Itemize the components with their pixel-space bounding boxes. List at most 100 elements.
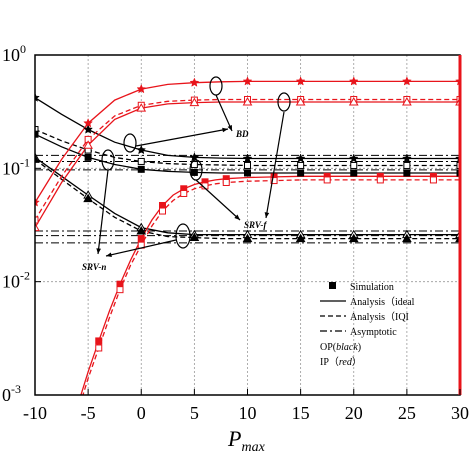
data-point-op bbox=[348, 233, 359, 243]
x-tick-label: -10 bbox=[23, 403, 47, 423]
data-point-op bbox=[244, 169, 251, 177]
legend-label: Analysis（IQI bbox=[350, 311, 409, 323]
data-point-op bbox=[401, 153, 412, 163]
x-tick-label: 30 bbox=[451, 403, 469, 423]
annotation-arrow-srvf-1-head bbox=[264, 212, 270, 218]
data-point-ip bbox=[348, 96, 359, 106]
annotation-ellipse-bd-lower bbox=[123, 133, 137, 153]
annotation-label-srvn: SRV-n bbox=[82, 262, 106, 272]
data-point-ip bbox=[402, 96, 412, 106]
data-point-ip bbox=[136, 103, 147, 112]
data-point-op bbox=[190, 168, 198, 176]
annotation-arrow-bd-1-head bbox=[227, 125, 232, 131]
data-point-ip bbox=[270, 177, 278, 185]
x-tick-label: 25 bbox=[398, 403, 416, 423]
annotation-arrow-bd-1 bbox=[215, 94, 233, 132]
y-tick-label: 0-3 bbox=[2, 382, 21, 405]
data-point-ip bbox=[376, 176, 384, 184]
data-point-ip bbox=[83, 118, 94, 128]
annotation-label-bd: BD bbox=[235, 129, 249, 139]
data-point-ip bbox=[295, 76, 306, 86]
annotation-arrow-srvf-1 bbox=[265, 111, 285, 219]
series-line-ip-9 bbox=[82, 179, 460, 395]
data-point-op bbox=[35, 130, 39, 138]
data-point-op bbox=[242, 153, 253, 163]
data-point-op bbox=[297, 169, 305, 177]
data-point-op bbox=[297, 161, 305, 169]
data-point-ip bbox=[323, 176, 331, 184]
legend-label: IP（red） bbox=[320, 356, 362, 368]
annotation-arrow-bd-2-head bbox=[222, 127, 228, 133]
data-point-op bbox=[295, 153, 306, 163]
data-point-ip bbox=[295, 96, 306, 106]
data-point-ip bbox=[159, 207, 166, 215]
annotation-arrow-srvn-2-head bbox=[106, 252, 112, 258]
data-point-op bbox=[83, 124, 94, 134]
data-point-ip bbox=[222, 178, 230, 186]
x-tick-label: 20 bbox=[345, 403, 363, 423]
data-point-op bbox=[403, 169, 411, 177]
data-point-ip bbox=[189, 77, 200, 87]
annotation-arrow-srvn-1-head bbox=[96, 248, 101, 254]
data-point-op bbox=[35, 126, 39, 134]
legend-label: Simulation bbox=[350, 282, 394, 293]
data-point-op bbox=[83, 193, 93, 203]
data-point-op bbox=[295, 233, 306, 243]
data-point-op bbox=[136, 144, 147, 155]
x-tick-label: 15 bbox=[292, 403, 310, 423]
legend: Simulation Analysis（ideal Analysis（IQI Asym… bbox=[320, 282, 415, 368]
data-point-op bbox=[402, 233, 412, 243]
x-tick-label: -5 bbox=[81, 403, 96, 423]
legend-swatch-simulation bbox=[329, 282, 336, 289]
data-point-ip bbox=[189, 97, 200, 107]
axis-ticks: -10 -5 0 5 10 15 20 25 30 100 10-1 10-2 0-3 bbox=[2, 42, 469, 423]
data-point-op bbox=[189, 232, 200, 242]
annotation-ellipse-srvn-lower bbox=[175, 223, 191, 249]
data-point-op bbox=[137, 157, 145, 165]
data-point-op bbox=[84, 153, 92, 161]
data-point-ip bbox=[35, 222, 40, 232]
data-point-op bbox=[35, 154, 40, 163]
x-axis-label: Pmax bbox=[227, 426, 266, 455]
data-point-ip bbox=[401, 76, 412, 86]
series-markers bbox=[35, 76, 460, 352]
data-point-ip bbox=[429, 176, 437, 184]
legend-label: OP(black) bbox=[320, 342, 361, 353]
data-point-ip bbox=[95, 344, 103, 352]
legend-label: Analysis（ideal bbox=[350, 296, 415, 308]
data-point-op bbox=[348, 153, 359, 163]
data-point-ip bbox=[35, 216, 39, 224]
data-point-ip bbox=[242, 96, 253, 106]
data-point-op bbox=[189, 152, 200, 162]
annotations: BD SRV-f SRV-n bbox=[82, 76, 291, 272]
data-point-op bbox=[137, 165, 145, 173]
data-point-ip bbox=[242, 76, 253, 86]
y-tick-label: 10-1 bbox=[2, 155, 30, 178]
annotation-arrow-srvf-2 bbox=[195, 179, 241, 221]
data-point-ip bbox=[136, 83, 147, 94]
annotation-arrow-bd-2 bbox=[135, 128, 229, 147]
x-tick-label: 10 bbox=[239, 403, 257, 423]
data-point-ip bbox=[35, 197, 40, 207]
annotation-arrow-srvf-2-head bbox=[234, 214, 240, 220]
data-point-ip bbox=[95, 337, 103, 345]
x-tick-label: 5 bbox=[190, 403, 199, 423]
legend-label: Asymptotic bbox=[350, 327, 397, 338]
annotation-arrow-srvn-1 bbox=[97, 169, 109, 255]
data-point-ip bbox=[83, 140, 93, 149]
data-point-op bbox=[403, 161, 411, 169]
data-point-ip bbox=[348, 76, 359, 86]
y-tick-label: 100 bbox=[2, 42, 26, 65]
annotation-ellipse-srvf-upper bbox=[277, 92, 291, 112]
data-point-op bbox=[242, 233, 253, 243]
y-tick-label: 10-2 bbox=[2, 269, 30, 292]
data-point-ip bbox=[180, 189, 188, 197]
annotation-arrow-srvn-2 bbox=[105, 239, 177, 257]
data-point-ip bbox=[137, 235, 145, 243]
annotation-label-srvf: SRV-f bbox=[244, 220, 267, 230]
data-point-op bbox=[244, 161, 251, 169]
data-point-ip bbox=[116, 286, 124, 294]
data-point-op bbox=[35, 92, 40, 102]
data-point-op bbox=[350, 169, 358, 177]
